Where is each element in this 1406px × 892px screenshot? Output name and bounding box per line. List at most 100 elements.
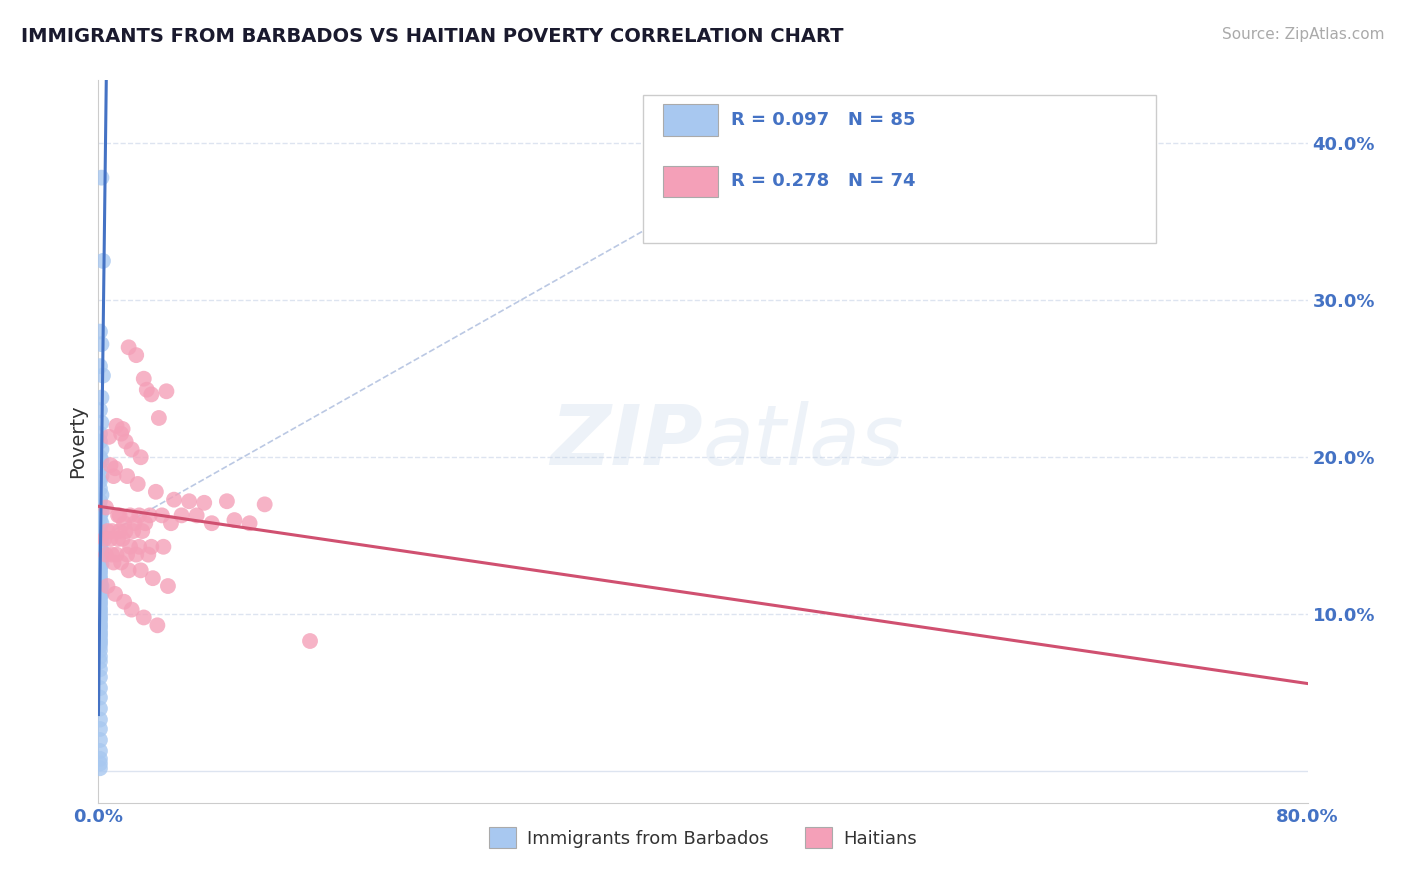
- Point: [141, 540, 163, 554]
- Point: [89, 655, 111, 669]
- Point: [89, 607, 111, 622]
- Point: [101, 548, 124, 562]
- Point: [89, 623, 111, 637]
- Point: [163, 492, 186, 507]
- Point: [156, 579, 179, 593]
- Point: [90, 548, 112, 562]
- Point: [89, 761, 111, 775]
- Point: [89, 744, 111, 758]
- Point: [110, 426, 132, 441]
- Point: [90, 505, 112, 519]
- Point: [89, 690, 111, 705]
- Point: [89, 521, 111, 535]
- Point: [111, 532, 134, 546]
- Point: [89, 615, 111, 630]
- Text: R = 0.278   N = 74: R = 0.278 N = 74: [731, 172, 915, 190]
- Point: [107, 508, 129, 523]
- Point: [89, 626, 111, 640]
- Point: [89, 602, 111, 616]
- Point: [105, 418, 128, 433]
- Point: [118, 340, 141, 354]
- Point: [90, 170, 112, 185]
- FancyBboxPatch shape: [664, 104, 717, 136]
- Point: [105, 548, 128, 562]
- Point: [100, 532, 122, 546]
- Point: [90, 587, 112, 601]
- Point: [89, 620, 111, 634]
- Point: [90, 542, 112, 557]
- Point: [90, 469, 112, 483]
- Point: [90, 337, 112, 351]
- Point: [89, 643, 111, 657]
- Point: [89, 549, 111, 564]
- Point: [89, 583, 111, 598]
- Point: [89, 575, 111, 590]
- Point: [89, 482, 111, 496]
- Point: [131, 524, 153, 538]
- Point: [89, 752, 111, 766]
- Point: [89, 595, 111, 609]
- Point: [89, 508, 111, 523]
- Point: [89, 610, 111, 624]
- Point: [89, 552, 111, 566]
- Point: [114, 524, 136, 538]
- Text: atlas: atlas: [703, 401, 904, 482]
- Point: [155, 384, 177, 399]
- Point: [253, 497, 276, 511]
- Point: [89, 618, 111, 632]
- Point: [89, 500, 111, 515]
- Text: Source: ZipAtlas.com: Source: ZipAtlas.com: [1222, 27, 1385, 42]
- Point: [127, 477, 149, 491]
- Point: [96, 524, 118, 538]
- Point: [104, 587, 127, 601]
- Point: [98, 430, 121, 444]
- Point: [107, 532, 129, 546]
- Point: [89, 325, 111, 339]
- Point: [128, 540, 150, 554]
- Point: [112, 516, 135, 531]
- Point: [89, 560, 111, 574]
- Point: [94, 500, 117, 515]
- Point: [89, 544, 111, 558]
- Point: [89, 529, 111, 543]
- Point: [90, 442, 112, 457]
- Point: [129, 450, 152, 465]
- Point: [89, 359, 111, 373]
- Point: [89, 461, 111, 475]
- Point: [101, 524, 124, 538]
- Y-axis label: Poverty: Poverty: [69, 405, 87, 478]
- Point: [141, 387, 163, 401]
- Point: [122, 524, 145, 538]
- Point: [91, 253, 114, 268]
- Point: [118, 563, 141, 577]
- Point: [89, 589, 111, 603]
- Point: [89, 670, 111, 684]
- FancyBboxPatch shape: [664, 166, 717, 197]
- Point: [121, 442, 143, 457]
- Point: [100, 458, 122, 472]
- Point: [152, 540, 174, 554]
- Point: [89, 573, 111, 587]
- Point: [170, 508, 193, 523]
- Point: [121, 602, 143, 616]
- Point: [89, 536, 111, 550]
- Point: [115, 548, 138, 562]
- Point: [89, 591, 111, 606]
- Point: [90, 391, 112, 405]
- Point: [186, 508, 208, 523]
- Point: [89, 681, 111, 695]
- Point: [94, 548, 117, 562]
- Point: [89, 701, 111, 715]
- Point: [115, 469, 138, 483]
- Point: [89, 599, 111, 614]
- Point: [179, 494, 201, 508]
- Point: [139, 508, 162, 523]
- Point: [89, 513, 111, 527]
- Point: [89, 756, 111, 771]
- Point: [90, 488, 112, 502]
- Point: [135, 383, 157, 397]
- Point: [150, 508, 173, 523]
- Point: [89, 713, 111, 727]
- Point: [89, 474, 111, 488]
- Point: [148, 411, 170, 425]
